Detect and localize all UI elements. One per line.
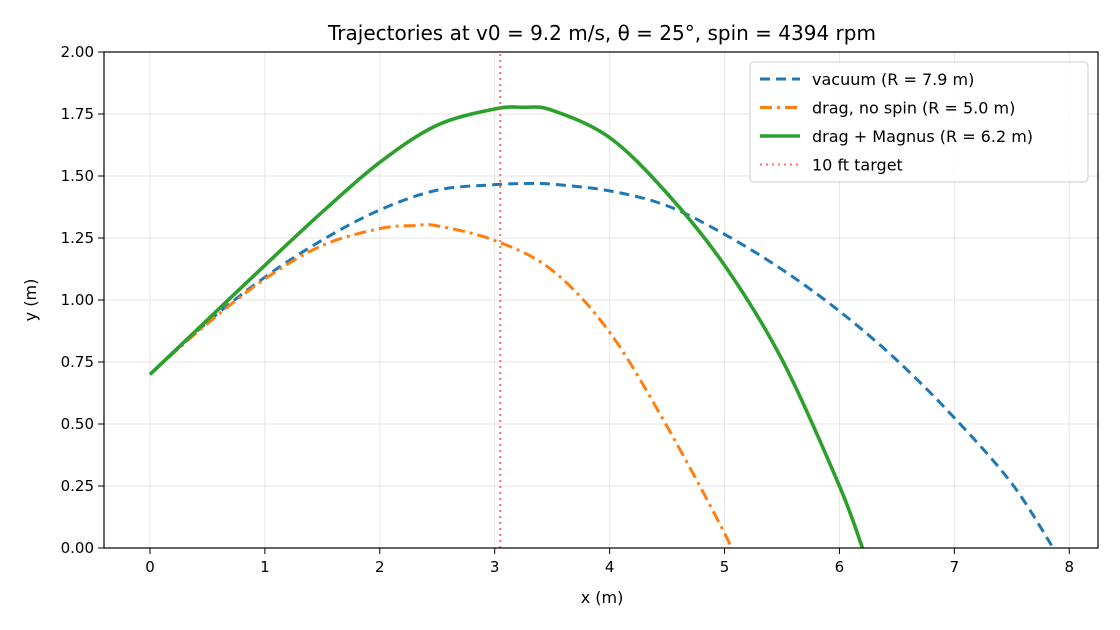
series-group <box>148 52 1055 548</box>
x-tick-label: 7 <box>950 558 960 576</box>
x-axis-label: x (m) <box>581 588 624 607</box>
y-tick-label: 0.00 <box>61 539 94 557</box>
legend-label-1: drag, no spin (R = 5.0 m) <box>812 99 1015 118</box>
x-tick-label: 1 <box>260 558 270 576</box>
y-tick-label: 1.25 <box>61 229 94 247</box>
y-tick-label: 0.25 <box>61 477 94 495</box>
y-tick-label: 1.75 <box>61 105 94 123</box>
legend-label-3: 10 ft target <box>812 156 903 175</box>
y-tick-label: 0.50 <box>61 415 94 433</box>
x-tick-label: 6 <box>835 558 845 576</box>
series-line-2 <box>148 105 865 548</box>
y-tick-label: 0.75 <box>61 353 94 371</box>
x-tick-label: 2 <box>375 558 385 576</box>
legend-box <box>749 61 1089 183</box>
series-layer <box>148 52 1055 548</box>
x-tick-label: 3 <box>490 558 500 576</box>
legend-label-0: vacuum (R = 7.9 m) <box>812 70 974 89</box>
tick-layer: 0 1 2 3 4 5 6 7 8 0.00 0.25 0.50 0.75 1.00 1.25 1.50 1.7… <box>61 43 1074 576</box>
legend: vacuum (R = 7.9 m) drag, no spin (R = 5.0… <box>749 61 1089 183</box>
y-tick-label: 1.00 <box>61 291 94 309</box>
y-axis-label: y (m) <box>21 279 40 322</box>
x-tick-label: 0 <box>145 558 155 576</box>
x-tick-label: 4 <box>605 558 615 576</box>
series-line-1 <box>148 223 732 548</box>
legend-label-2: drag + Magnus (R = 6.2 m) <box>812 127 1033 146</box>
y-tick-label: 1.50 <box>61 167 94 185</box>
x-tick-label: 8 <box>1064 558 1074 576</box>
chart-title: Trajectories at v0 = 9.2 m/s, θ = 25°, s… <box>327 21 876 45</box>
x-tick-label: 5 <box>720 558 730 576</box>
series-line-0 <box>148 181 1055 548</box>
y-tick-label: 2.00 <box>61 43 94 61</box>
